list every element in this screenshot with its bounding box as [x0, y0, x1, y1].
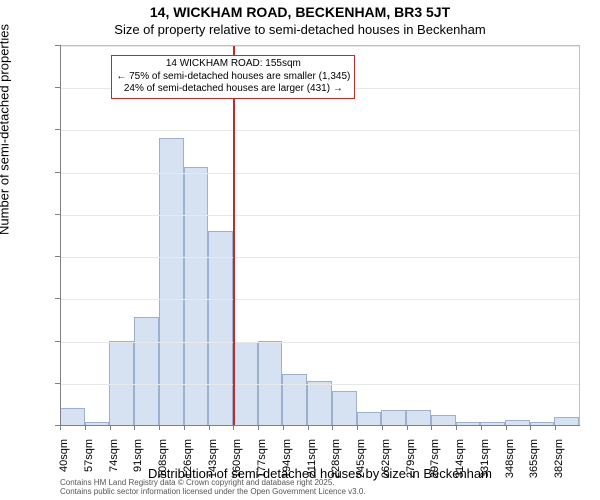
annotation-box: 14 WICKHAM ROAD: 155sqm← 75% of semi-det…: [111, 55, 355, 99]
gridline: [60, 46, 579, 47]
gridline: [60, 299, 579, 300]
bars-group: [60, 46, 579, 425]
chart-title: 14, WICKHAM ROAD, BECKENHAM, BR3 5JT: [0, 4, 600, 20]
y-tick-mark: [55, 256, 60, 257]
x-tick-mark: [431, 425, 432, 430]
chart-subtitle: Size of property relative to semi-detach…: [0, 22, 600, 37]
histogram-bar: [332, 391, 357, 425]
plot-area: [60, 45, 580, 425]
x-tick-mark: [456, 425, 457, 430]
gridline: [60, 342, 579, 343]
annotation-line: 14 WICKHAM ROAD: 155sqm: [116, 58, 350, 71]
x-tick-mark: [530, 425, 531, 430]
x-tick-mark: [85, 425, 86, 430]
y-tick-mark: [55, 87, 60, 88]
y-tick-mark: [55, 341, 60, 342]
annotation-line: ← 75% of semi-detached houses are smalle…: [116, 71, 350, 84]
histogram-bar: [381, 410, 406, 425]
y-axis-label: Number of semi-detached properties: [0, 24, 12, 235]
x-tick-mark: [382, 425, 383, 430]
x-tick-mark: [209, 425, 210, 430]
x-tick-mark: [134, 425, 135, 430]
histogram-bar: [184, 167, 209, 425]
histogram-bar: [208, 231, 233, 425]
gridline: [60, 215, 579, 216]
x-axis-line: [60, 425, 580, 426]
y-tick-mark: [55, 129, 60, 130]
x-tick-mark: [159, 425, 160, 430]
histogram-bar: [159, 138, 184, 425]
x-tick-mark: [506, 425, 507, 430]
x-tick-mark: [283, 425, 284, 430]
histogram-bar: [554, 417, 579, 425]
histogram-bar: [282, 374, 307, 425]
x-tick-mark: [357, 425, 358, 430]
histogram-bar: [431, 415, 456, 425]
attribution-text: Contains HM Land Registry data © Crown c…: [60, 479, 366, 497]
histogram-bar: [307, 381, 332, 425]
y-tick-mark: [55, 298, 60, 299]
gridline: [60, 173, 579, 174]
x-tick-mark: [110, 425, 111, 430]
annotation-line: 24% of semi-detached houses are larger (…: [116, 83, 350, 96]
histogram-bar: [357, 412, 382, 425]
x-tick-mark: [407, 425, 408, 430]
x-tick-mark: [308, 425, 309, 430]
x-tick-mark: [60, 425, 61, 430]
gridline: [60, 257, 579, 258]
y-tick-mark: [55, 214, 60, 215]
y-tick-mark: [55, 45, 60, 46]
marker-line: [233, 46, 235, 425]
x-tick-mark: [184, 425, 185, 430]
x-tick-mark: [555, 425, 556, 430]
x-tick-mark: [258, 425, 259, 430]
histogram-bar: [60, 408, 85, 425]
gridline: [60, 384, 579, 385]
y-axis-line: [60, 45, 61, 425]
y-tick-mark: [55, 383, 60, 384]
x-tick-mark: [332, 425, 333, 430]
attribution-line2: Contains public sector information licen…: [60, 488, 366, 497]
gridline: [60, 130, 579, 131]
y-tick-mark: [55, 172, 60, 173]
x-tick-mark: [233, 425, 234, 430]
histogram-bar: [406, 410, 431, 425]
x-tick-mark: [481, 425, 482, 430]
histogram-bar: [134, 317, 159, 425]
